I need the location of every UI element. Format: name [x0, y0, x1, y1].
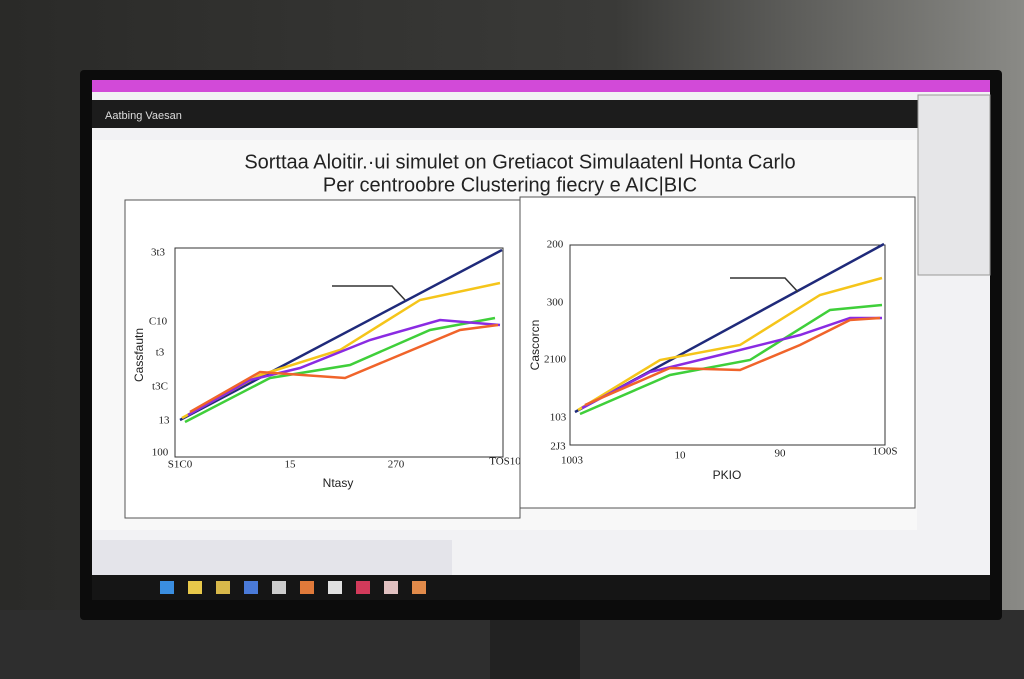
- taskbar-icon[interactable]: [188, 581, 202, 594]
- x-axis-label: PKIO: [713, 468, 742, 482]
- side-panel: [917, 94, 991, 276]
- toolbar: [92, 100, 918, 128]
- y-tick-label: 103: [550, 412, 567, 424]
- taskbar-icon[interactable]: [244, 581, 258, 594]
- curve: [184, 316, 496, 424]
- curve: [189, 323, 499, 414]
- taskbar-icon[interactable]: [412, 581, 426, 594]
- taskbar-icon[interactable]: [328, 581, 342, 594]
- x-tick-label: 10: [675, 450, 687, 462]
- x-tick-label: 1O0S: [872, 446, 897, 458]
- curve: [584, 316, 881, 407]
- x-tick-label: 1003: [561, 455, 584, 467]
- x-tick-label: TOS10: [489, 456, 521, 468]
- title-line: Sorttaa Aloitir.·ui simulet on Gretiacot…: [244, 151, 795, 173]
- x-tick-label: 15: [285, 459, 297, 471]
- title-line: Per centroobre Clustering fiecry e AIC|B…: [323, 174, 697, 196]
- y-tick-label: 3t3: [151, 247, 166, 259]
- y-axis-label: Cascorcn: [528, 320, 542, 371]
- annotation-line: [332, 285, 406, 301]
- y-axis-label: Cassfautn: [132, 328, 146, 382]
- window-title: Aatbing Vaesan: [105, 110, 182, 122]
- y-tick-label: 300: [547, 297, 564, 309]
- curves: [179, 248, 503, 424]
- y-tick-label: 13: [159, 415, 171, 427]
- taskbar-icon[interactable]: [384, 581, 398, 594]
- annotation-line: [730, 277, 799, 293]
- status-area: [92, 540, 452, 575]
- taskbar-icon[interactable]: [160, 581, 174, 594]
- taskbar-icons: [160, 581, 426, 594]
- taskbar-icon[interactable]: [272, 581, 286, 594]
- x-tick-label: S1C0: [168, 459, 193, 471]
- curve: [187, 318, 501, 417]
- y-tick-label: t3C: [152, 381, 168, 393]
- x-tick-label: 90: [775, 448, 787, 460]
- ticks: 3t3 C10 t3 t3C 13 100 S1C0 15 270 TOS10: [149, 247, 521, 471]
- curve: [579, 303, 883, 416]
- x-axis-label: Ntasy: [323, 476, 354, 490]
- y-tick-label: t3: [156, 347, 165, 359]
- y-tick-label: 2J3: [550, 441, 566, 453]
- x-tick-label: 270: [388, 459, 405, 471]
- taskbar-icon[interactable]: [356, 581, 370, 594]
- taskbar-icon[interactable]: [300, 581, 314, 594]
- title-strip: [92, 80, 990, 92]
- curves: [574, 242, 885, 416]
- curve: [179, 248, 503, 422]
- taskbar: [92, 575, 990, 600]
- y-tick-label: 2100: [544, 354, 567, 366]
- y-tick-label: 100: [152, 447, 169, 459]
- y-tick-label: C10: [149, 316, 168, 328]
- curve: [577, 276, 883, 412]
- curve: [581, 316, 882, 410]
- y-tick-label: 200: [547, 239, 564, 251]
- plot-area: [569, 244, 886, 446]
- ticks: 200 300 2100 103 2J3 1003 10 90 1O0S: [544, 239, 898, 467]
- taskbar-icon[interactable]: [216, 581, 230, 594]
